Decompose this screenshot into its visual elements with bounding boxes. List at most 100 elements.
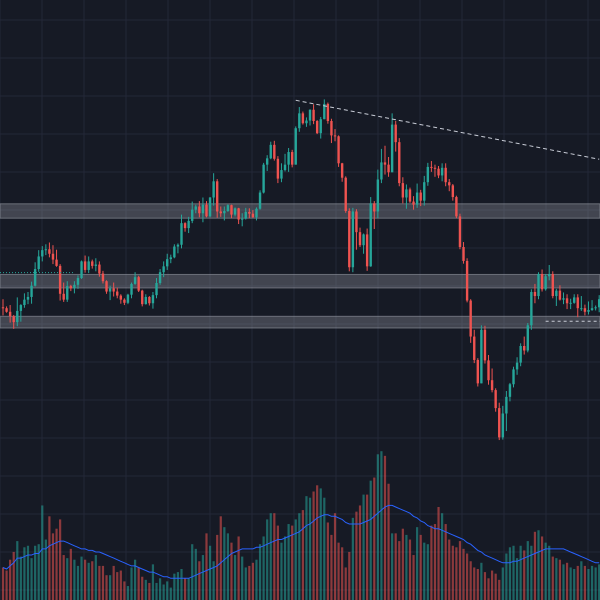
- candle-down: [490, 368, 494, 393]
- volume-bar: [73, 559, 76, 600]
- candle-down: [330, 118, 333, 144]
- volume-bar: [258, 544, 262, 600]
- volume-bar: [26, 545, 30, 600]
- volume-bar: [373, 477, 376, 600]
- volume-bar: [519, 545, 522, 600]
- candle-up: [515, 357, 519, 375]
- candle-body: [148, 296, 151, 304]
- candle-body: [58, 265, 62, 294]
- candle-down: [487, 355, 490, 385]
- candle-down: [12, 314, 15, 329]
- candle-up: [390, 113, 394, 173]
- candle-up: [294, 126, 297, 165]
- candle-up: [562, 292, 565, 305]
- candle-body: [62, 293, 65, 300]
- candle-body: [41, 250, 44, 257]
- candle-body: [212, 181, 215, 198]
- candle-down: [248, 208, 251, 219]
- volume-bar: [423, 542, 426, 600]
- volume-bar: [255, 559, 258, 600]
- candle-body: [419, 192, 422, 201]
- candle-down: [340, 162, 344, 182]
- candle-down: [237, 207, 240, 225]
- candle-down: [112, 282, 115, 297]
- candle-body: [173, 246, 176, 258]
- candle-body: [30, 285, 33, 297]
- volume-bar: [251, 562, 254, 600]
- candle-down: [183, 222, 187, 232]
- candle-down: [437, 166, 440, 179]
- candle-down: [58, 264, 62, 301]
- volume-bar: [473, 567, 476, 600]
- volume-bar: [5, 570, 8, 600]
- candle-body: [540, 274, 544, 290]
- candle-body: [298, 113, 301, 129]
- volume-bar: [191, 544, 194, 600]
- volume-bar: [84, 559, 87, 600]
- candle-body: [398, 142, 401, 184]
- candle-down: [8, 305, 12, 323]
- candle-body: [180, 223, 183, 245]
- support-resistance-zones: [0, 203, 600, 329]
- candle-body: [144, 296, 147, 305]
- candle-up: [480, 325, 483, 384]
- candle-body: [37, 256, 40, 270]
- candle-down: [448, 179, 451, 192]
- candle-body: [319, 119, 322, 134]
- candle-body: [462, 247, 465, 261]
- price-zone: [0, 203, 600, 219]
- volume-bar: [448, 539, 451, 600]
- volume-bar: [269, 513, 272, 600]
- candle-body: [512, 369, 515, 385]
- volume-bar: [62, 555, 65, 600]
- volume-bar: [301, 510, 304, 600]
- volume-bars: [1, 451, 600, 600]
- candle-up: [187, 216, 190, 234]
- candle-up: [76, 275, 80, 289]
- volume-bar: [537, 530, 540, 600]
- candle-body: [226, 205, 230, 211]
- candle-body: [505, 396, 508, 414]
- price-candles: [1, 99, 600, 441]
- candle-up: [530, 289, 533, 330]
- volume-bar: [416, 527, 419, 600]
- candle-body: [105, 281, 108, 292]
- volume-bar: [558, 559, 562, 600]
- volume-bar: [451, 545, 454, 600]
- candle-down: [148, 296, 151, 306]
- volume-bar: [41, 505, 44, 600]
- candle-body: [576, 297, 579, 309]
- candle-down: [462, 242, 465, 264]
- volume-bar: [144, 579, 147, 600]
- candle-body: [383, 162, 387, 165]
- trend-and-level-lines: [0, 99, 600, 322]
- volume-bar: [483, 572, 487, 600]
- candle-body: [394, 124, 397, 143]
- candle-up: [587, 301, 590, 315]
- candle-body: [437, 168, 440, 176]
- candle-down: [301, 111, 305, 125]
- volume-bar: [248, 565, 251, 600]
- candle-body: [469, 300, 472, 337]
- volume-bar: [573, 569, 576, 600]
- candle-up: [223, 206, 226, 221]
- candle-down: [444, 163, 447, 187]
- candle-body: [130, 283, 133, 295]
- candle-body: [415, 192, 419, 205]
- candle-up: [66, 281, 69, 302]
- volume-bar: [387, 483, 390, 600]
- volume-bar: [426, 544, 429, 600]
- candle-down: [469, 299, 472, 343]
- candle-body: [5, 308, 8, 312]
- volume-bar: [348, 551, 351, 600]
- candle-body: [430, 166, 433, 168]
- candle-up: [151, 292, 155, 309]
- candle-body: [412, 201, 415, 205]
- candle-body: [594, 307, 597, 309]
- candle-body: [269, 144, 272, 159]
- candle-body: [562, 298, 565, 300]
- candle-body: [283, 164, 287, 171]
- candle-up: [405, 184, 408, 209]
- candle-down: [494, 388, 497, 412]
